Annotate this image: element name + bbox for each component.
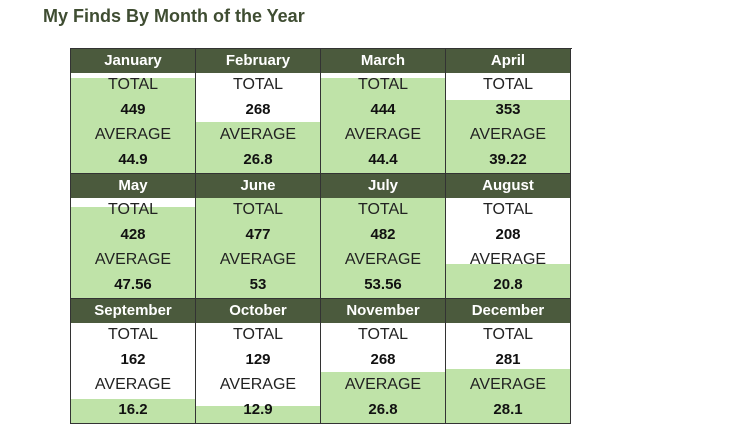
month-fill-bar (446, 369, 570, 423)
total-value: 268 (370, 351, 396, 368)
average-label: AVERAGE (94, 126, 172, 143)
total-label: TOTAL (482, 201, 534, 218)
month-header: May (71, 174, 195, 198)
total-label: TOTAL (482, 76, 534, 93)
average-label: AVERAGE (219, 376, 297, 393)
month-fill-bar (321, 78, 445, 173)
total-value: 477 (245, 226, 271, 243)
month-header: July (321, 174, 445, 198)
total-label: TOTAL (107, 76, 159, 93)
months-grid: January TOTAL 449 AVERAGE 44.9 February TOTAL 2… (70, 48, 572, 424)
month-cell-march: March TOTAL 444 AVERAGE 44.4 (321, 49, 446, 174)
month-header: September (71, 299, 195, 323)
total-label: TOTAL (107, 201, 159, 218)
average-label: AVERAGE (469, 376, 547, 393)
total-value: 482 (370, 226, 396, 243)
month-fill-bar (196, 122, 320, 173)
month-header: November (321, 299, 445, 323)
month-cell-april: April TOTAL 353 AVERAGE 39.22 (446, 49, 571, 174)
total-value: 129 (245, 351, 271, 368)
total-label: TOTAL (357, 76, 409, 93)
month-header: February (196, 49, 320, 73)
month-cell-december: December TOTAL 281 AVERAGE 28.1 (446, 299, 571, 424)
month-header: December (446, 299, 570, 323)
average-value: 39.22 (489, 151, 527, 168)
total-value: 268 (245, 101, 271, 118)
month-header: January (71, 49, 195, 73)
average-label: AVERAGE (219, 251, 297, 268)
month-cell-january: January TOTAL 449 AVERAGE 44.9 (71, 49, 196, 174)
month-cell-june: June TOTAL 477 AVERAGE 53 (196, 174, 321, 299)
month-cell-july: July TOTAL 482 AVERAGE 53.56 (321, 174, 446, 299)
month-fill-bar (196, 406, 320, 423)
average-value: 16.2 (118, 401, 148, 418)
month-cell-may: May TOTAL 428 AVERAGE 47.56 (71, 174, 196, 299)
month-fill-bar (321, 197, 445, 298)
average-label: AVERAGE (344, 376, 422, 393)
average-value: 26.8 (243, 151, 273, 168)
total-label: TOTAL (232, 201, 284, 218)
average-value: 28.1 (493, 401, 523, 418)
total-label: TOTAL (482, 326, 534, 343)
average-label: AVERAGE (469, 251, 547, 268)
total-value: 444 (370, 101, 396, 118)
page-title: My Finds By Month of the Year (43, 6, 305, 26)
month-header: August (446, 174, 570, 198)
average-label: AVERAGE (469, 126, 547, 143)
total-value: 208 (495, 226, 521, 243)
month-fill-bar (71, 207, 195, 298)
average-label: AVERAGE (344, 251, 422, 268)
average-value: 53 (249, 276, 267, 293)
total-value: 428 (120, 226, 146, 243)
average-value: 53.56 (364, 276, 402, 293)
average-value: 47.56 (114, 276, 152, 293)
month-fill-bar (71, 399, 195, 423)
average-label: AVERAGE (344, 126, 422, 143)
total-value: 281 (495, 351, 521, 368)
total-label: TOTAL (107, 326, 159, 343)
month-cell-august: August TOTAL 208 AVERAGE 20.8 (446, 174, 571, 299)
month-fill-bar (196, 197, 320, 298)
total-label: TOTAL (232, 326, 284, 343)
month-fill-bar (321, 372, 445, 423)
month-cell-november: November TOTAL 268 AVERAGE 26.8 (321, 299, 446, 424)
month-header: April (446, 49, 570, 73)
total-label: TOTAL (357, 326, 409, 343)
month-header: October (196, 299, 320, 323)
month-fill-bar (446, 100, 570, 173)
month-cell-february: February TOTAL 268 AVERAGE 26.8 (196, 49, 321, 174)
average-value: 26.8 (368, 401, 398, 418)
average-value: 44.9 (118, 151, 148, 168)
average-label: AVERAGE (219, 126, 297, 143)
average-label: AVERAGE (94, 376, 172, 393)
month-cell-october: October TOTAL 129 AVERAGE 12.9 (196, 299, 321, 424)
month-header: March (321, 49, 445, 73)
total-label: TOTAL (232, 76, 284, 93)
total-value: 353 (495, 101, 521, 118)
average-value: 12.9 (243, 401, 273, 418)
average-value: 20.8 (493, 276, 523, 293)
average-value: 44.4 (368, 151, 398, 168)
total-value: 162 (120, 351, 146, 368)
month-header: June (196, 174, 320, 198)
month-fill-bar (446, 264, 570, 298)
month-cell-september: September TOTAL 162 AVERAGE 16.2 (71, 299, 196, 424)
month-fill-bar (71, 78, 195, 173)
average-label: AVERAGE (94, 251, 172, 268)
total-label: TOTAL (357, 201, 409, 218)
total-value: 449 (120, 101, 146, 118)
